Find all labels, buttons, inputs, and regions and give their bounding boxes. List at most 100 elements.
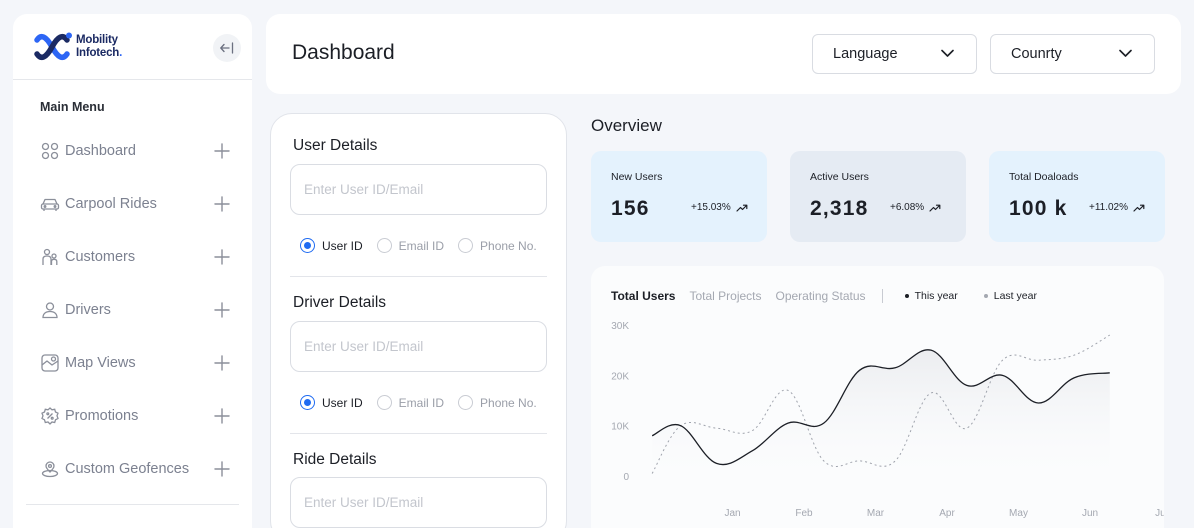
driver-details-input[interactable] [290,321,547,372]
plus-icon[interactable] [214,249,230,265]
users-chart-card: 0 10K 20K 30K Jan Feb Mar Apr May Jun Jul Total Us… [591,266,1164,528]
user-details-radio-group: User ID Email ID Phone No. [300,238,551,253]
header: Dashboard Language Counrty [266,14,1181,94]
stat-change: +6.08% [890,202,941,213]
stat-label: Active Users [810,171,869,183]
overview-title: Overview [591,116,662,135]
chart-tabs: Total Users Total Projects Operating Sta… [611,289,1055,303]
collapse-sidebar-button[interactable] [213,34,241,62]
sidebar-bottom-divider [26,504,239,505]
badge-percent-icon [40,406,60,426]
logo: Mobility Infotech. [31,32,122,62]
driver-details-title: Driver Details [293,294,387,311]
user-details-input[interactable] [290,164,547,215]
sidebar-item-label: Custom Geofences [65,461,190,477]
sidebar-item-label: Promotions [65,408,139,424]
user-id-radio[interactable]: User ID [300,395,363,410]
tab-total-projects[interactable]: Total Projects [689,289,762,303]
stat-change: +15.03% [691,202,748,213]
radio-label: Phone No. [480,395,537,410]
grid-icon [40,141,60,161]
sidebar-item-label: Carpool Rides [65,196,157,212]
stat-label: New Users [611,171,663,183]
main-menu-title: Main Menu [40,100,105,114]
legend-this-year[interactable]: This year [904,290,958,302]
trend-up-icon [929,204,941,212]
sidebar-item-label: Dashboard [65,143,136,159]
geofence-icon [40,459,60,479]
sidebar-item-promotions[interactable]: Promotions [40,401,230,431]
section-divider [290,433,547,434]
email-id-radio[interactable]: Email ID [376,238,445,253]
plus-icon[interactable] [214,408,230,424]
phone-no-radio[interactable]: Phone No. [458,238,537,253]
tab-total-users[interactable]: Total Users [611,289,676,303]
x-tick-label: Jul [1155,508,1164,519]
map-icon [40,353,60,373]
trend-up-icon [736,204,748,212]
radio-label: Email ID [398,238,445,253]
phone-no-radio[interactable]: Phone No. [458,395,537,410]
legend-dot [983,294,988,298]
customers-icon [40,247,60,267]
x-tick-label: Apr [939,508,955,519]
x-tick-label: Jan [724,508,740,519]
sidebar-item-custom-geofences[interactable]: Custom Geofences [40,454,230,484]
stat-value: 100 k [1009,197,1068,220]
legend-label: This year [914,290,958,302]
sidebar-item-map-views[interactable]: Map Views [40,348,230,378]
sidebar-item-label: Customers [65,249,136,265]
radio-label: Email ID [398,395,445,410]
radio-label: User ID [322,395,363,410]
plus-icon[interactable] [214,302,230,318]
sidebar-item-drivers[interactable]: Drivers [40,295,230,325]
stat-card-new-users: New Users 156 +15.03% [591,151,767,242]
legend-label: Last year [993,290,1037,302]
country-dropdown[interactable]: Counrty [990,34,1155,74]
legend-last-year[interactable]: Last year [983,290,1037,302]
logo-line-2: Infotech [76,47,120,59]
stat-value: 156 [611,197,650,220]
plus-icon[interactable] [214,355,230,371]
y-tick-label: 30K [611,321,629,332]
sidebar-item-carpool-rides[interactable]: Carpool Rides [40,189,230,219]
stat-card-active-users: Active Users 2,318 +6.08% [790,151,966,242]
stat-value: 2,318 [810,197,869,220]
y-tick-label: 20K [611,371,629,382]
y-tick-label: 10K [611,422,629,433]
sidebar-item-label: Map Views [65,355,136,371]
stat-label: Total Doaloads [1009,171,1079,183]
user-id-radio[interactable]: User ID [300,238,363,253]
sidebar-item-dashboard[interactable]: Dashboard [40,136,230,166]
plus-icon[interactable] [214,461,230,477]
language-dropdown[interactable]: Language [812,34,977,74]
y-tick-label: 0 [623,472,629,483]
logo-mark-icon [34,32,72,61]
section-divider [290,276,547,277]
x-tick-label: Feb [795,508,813,519]
this-year-area [652,349,1110,476]
radio-circle [458,238,474,253]
tab-operating-status[interactable]: Operating Status [775,289,866,303]
sidebar-divider [13,79,252,80]
users-line-chart: 0 10K 20K 30K Jan Feb Mar Apr May Jun Jul [611,321,1164,519]
sidebar-item-customers[interactable]: Customers [40,242,230,272]
plus-icon[interactable] [214,196,230,212]
series-line-this-year [651,349,1110,466]
driver-details-radio-group: User ID Email ID Phone No. [300,395,551,410]
user-icon [40,300,60,320]
radio-label: User ID [322,238,363,253]
ride-details-input[interactable] [290,477,547,528]
sidebar-item-label: Drivers [65,302,111,318]
email-id-radio[interactable]: Email ID [376,395,445,410]
country-dropdown-label: Counrty [1011,46,1062,62]
radio-circle [376,238,392,253]
stat-change-text: +11.02% [1089,202,1129,213]
trend-up-icon [1133,204,1145,212]
ride-details-title: Ride Details [293,451,377,468]
plus-icon[interactable] [214,143,230,159]
logo-text: Mobility Infotech. [76,34,122,60]
stat-card-total-downloads: Total Doaloads 100 k +11.02% [989,151,1165,242]
stat-change-text: +6.08% [890,202,925,213]
collapse-left-icon [220,42,234,54]
